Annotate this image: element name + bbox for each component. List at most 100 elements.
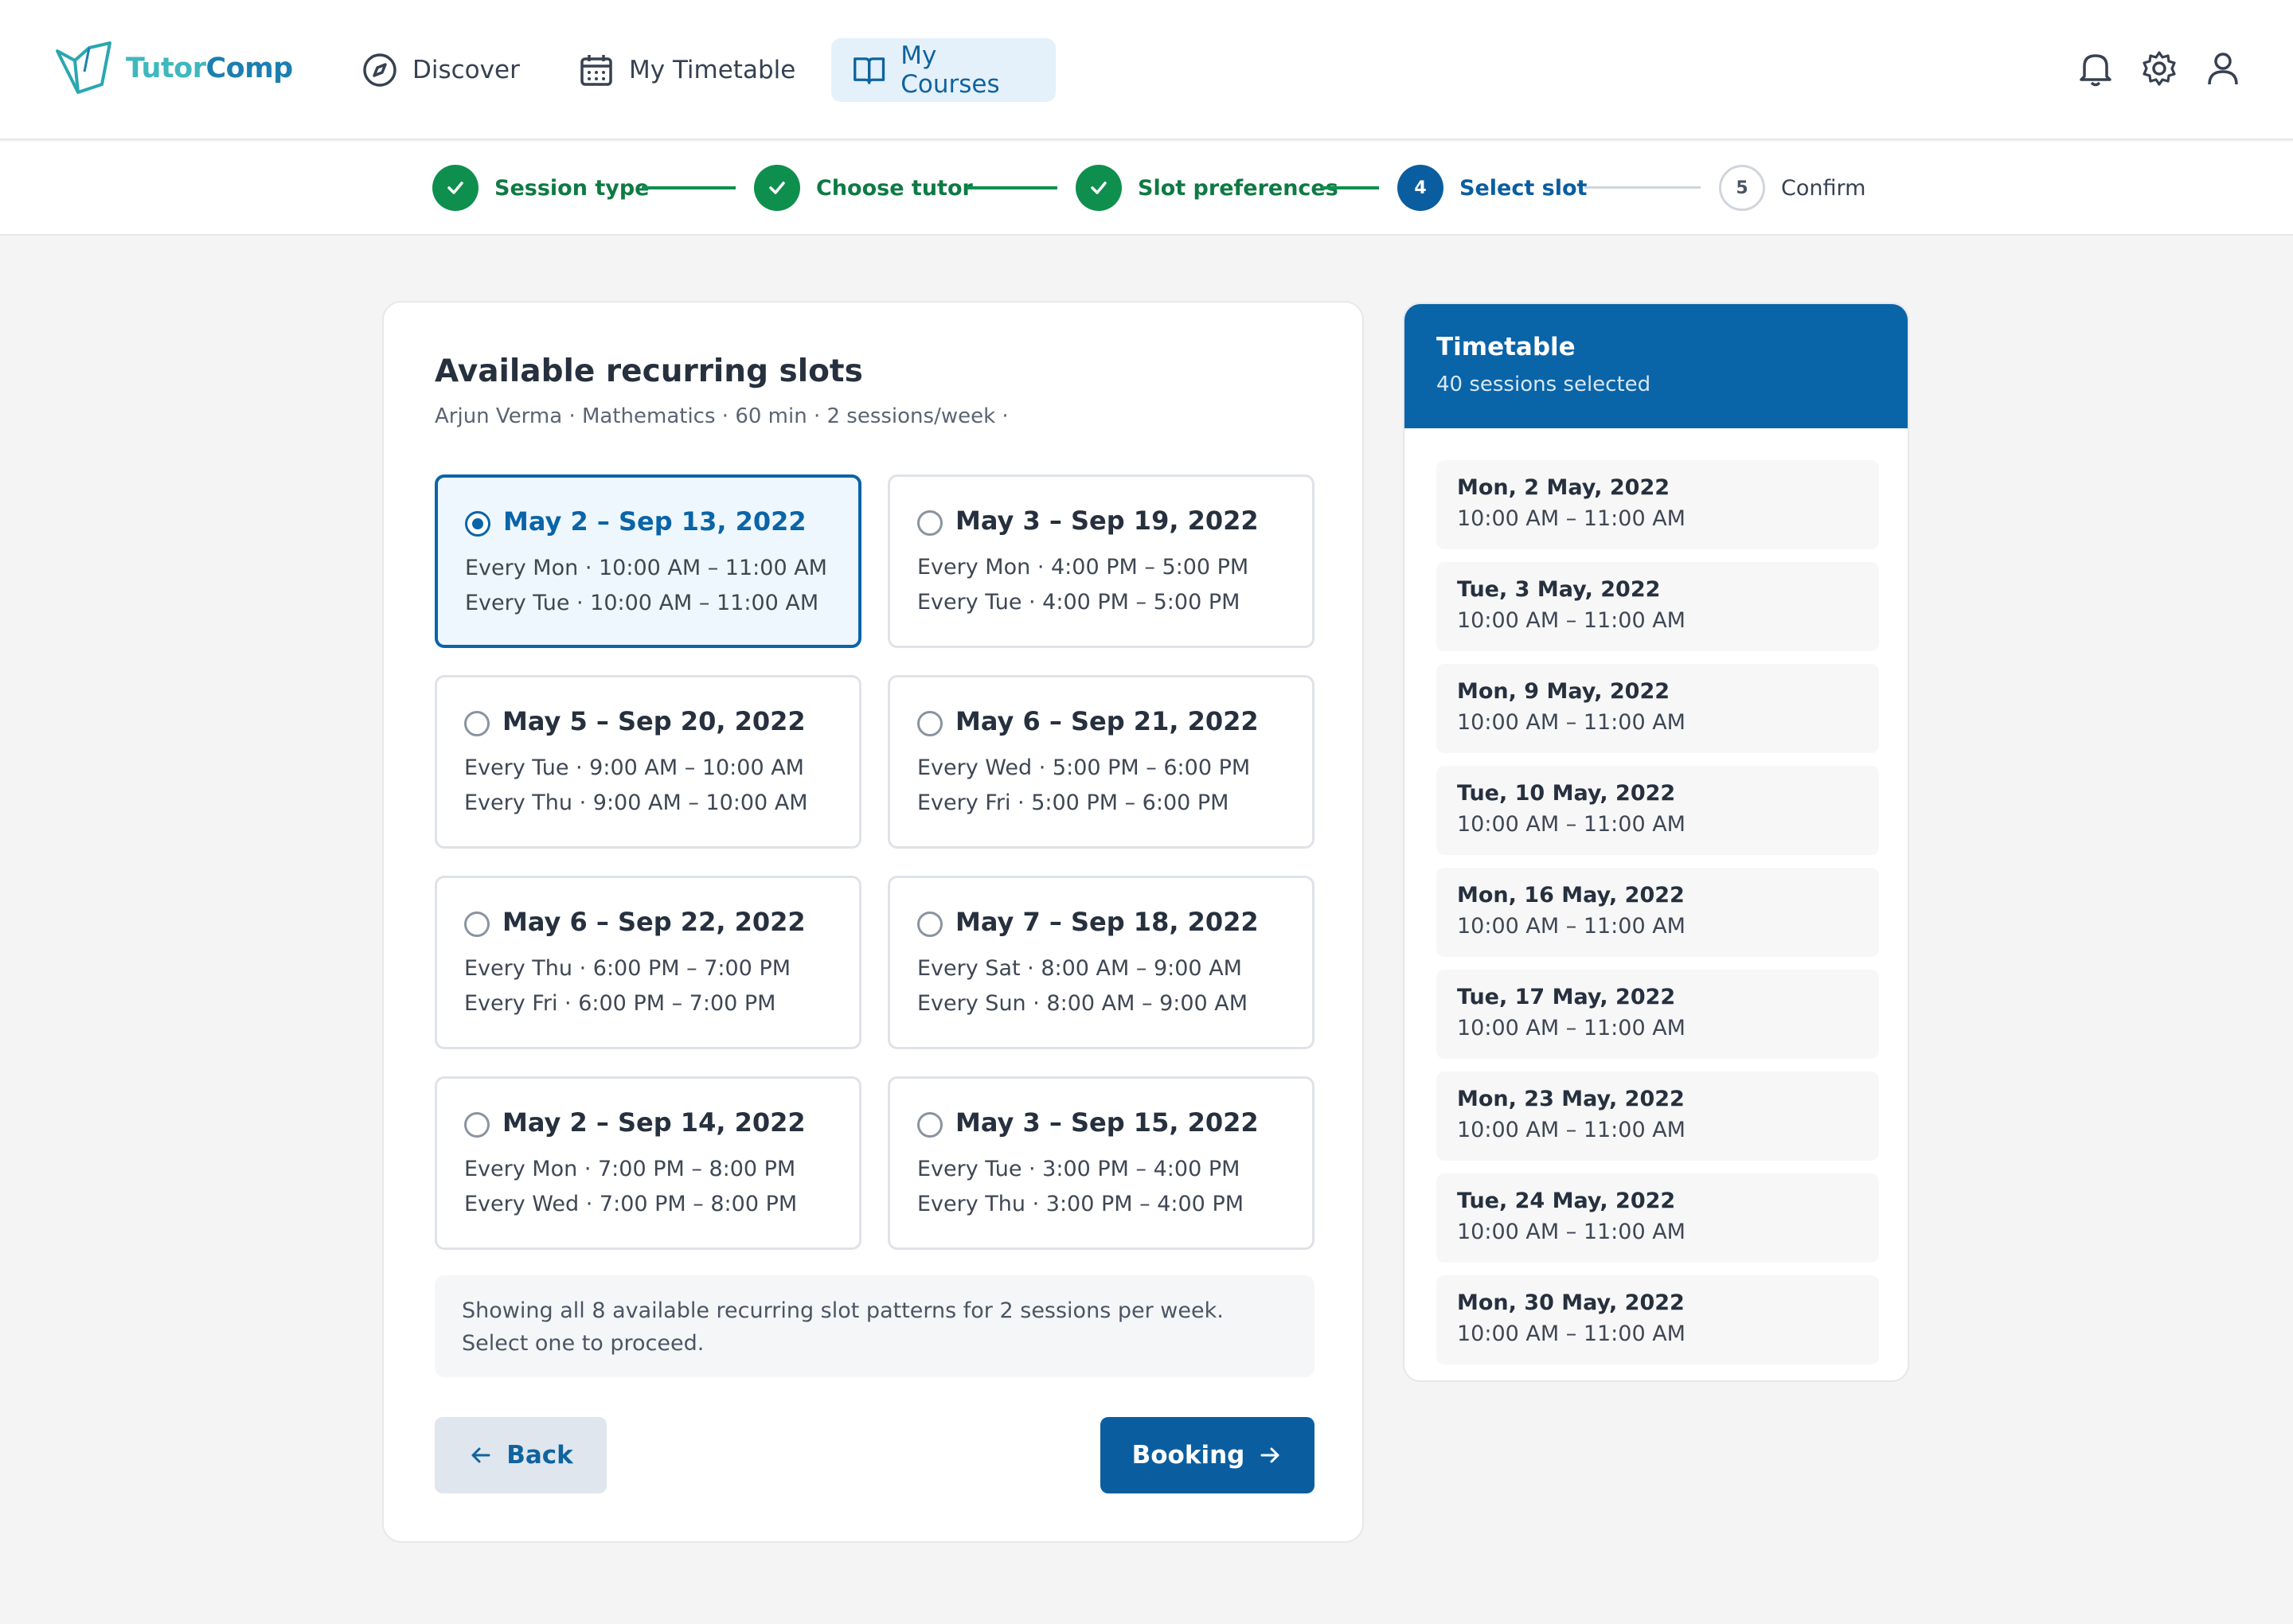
nav-my-timetable[interactable]: My Timetable [557,38,816,102]
calendar-icon [580,55,612,86]
session-time: 10:00 AM – 11:00 AM [1457,1118,1686,1142]
session-time: 10:00 AM – 11:00 AM [1457,1321,1686,1346]
back-button[interactable]: Back [435,1417,607,1493]
slot-schedule-line: Every Thu · 9:00 AM – 10:00 AM [464,791,808,815]
slot-schedule-line: Every Fri · 5:00 PM – 6:00 PM [917,791,1229,815]
booking-button[interactable]: Booking [1100,1417,1314,1493]
slot-radio[interactable] [917,912,943,937]
slot-date-range: May 6 – Sep 22, 2022 [502,907,806,937]
slot-option[interactable]: May 7 – Sep 18, 2022 Every Sat · 8:00 AM… [888,876,1314,1049]
timetable-panel: Timetable 40 sessions selected Mon, 2 Ma… [1403,303,1909,1382]
slot-radio[interactable] [464,912,490,937]
slot-radio[interactable] [464,711,490,736]
brand-name-part2: Comp [205,53,293,84]
slot-date-range: May 7 – Sep 18, 2022 [955,907,1259,937]
slot-option[interactable]: May 5 – Sep 20, 2022 Every Tue · 9:00 AM… [435,675,861,849]
back-button-label: Back [506,1441,573,1470]
nav-my-courses[interactable]: My Courses [831,38,1056,102]
slot-date-range: May 2 – Sep 14, 2022 [502,1107,806,1138]
slot-schedule-line: Every Fri · 6:00 PM – 7:00 PM [464,991,776,1016]
session-time: 10:00 AM – 11:00 AM [1457,1220,1686,1244]
timetable-header: Timetable 40 sessions selected [1404,304,1908,428]
user-icon[interactable] [2202,48,2244,89]
session-date: Mon, 23 May, 2022 [1457,1087,1685,1111]
slot-option[interactable]: May 3 – Sep 19, 2022 Every Mon · 4:00 PM… [888,474,1314,648]
sessions-selected-count: 40 sessions selected [1436,373,1651,396]
nav-my-courses-label: My Courses [900,41,1000,99]
page-title: Available recurring slots [435,353,863,389]
slot-schedule-line: Every Sun · 8:00 AM – 9:00 AM [917,991,1248,1016]
slot-schedule-line: Every Wed · 5:00 PM – 6:00 PM [917,755,1251,780]
slot-date-range: May 3 – Sep 15, 2022 [955,1107,1259,1138]
compass-icon [363,53,396,87]
brand-logo[interactable]: TutorComp [53,40,293,97]
session-time: 10:00 AM – 11:00 AM [1457,506,1686,531]
session-time: 10:00 AM – 11:00 AM [1457,914,1686,939]
top-navigation-bar: TutorComp Discover My Timetable My Cours… [0,0,2293,140]
slot-schedule-line: Every Tue · 3:00 PM – 4:00 PM [917,1157,1240,1181]
step-connector [1584,186,1701,189]
session-date: Tue, 10 May, 2022 [1457,781,1676,806]
timetable-session: Tue, 3 May, 2022 10:00 AM – 11:00 AM [1436,562,1879,651]
step-label: Session type [494,175,650,201]
timetable-title: Timetable [1436,333,1576,361]
timetable-session: Tue, 10 May, 2022 10:00 AM – 11:00 AM [1436,766,1879,855]
slot-schedule-line: Every Sat · 8:00 AM – 9:00 AM [917,956,1242,981]
slot-schedule-line: Every Tue · 9:00 AM – 10:00 AM [464,755,804,780]
nav-my-timetable-label: My Timetable [629,56,796,84]
step-label: Confirm [1781,175,1866,201]
slot-schedule-line: Every Wed · 7:00 PM – 8:00 PM [464,1192,798,1216]
slot-radio[interactable] [917,711,943,736]
booking-button-label: Booking [1131,1441,1245,1470]
step-choose-tutor[interactable]: Choose tutor [754,164,973,212]
timetable-session: Mon, 23 May, 2022 10:00 AM – 11:00 AM [1436,1072,1879,1161]
step-connector [967,186,1057,189]
brand-name: TutorComp [126,53,293,84]
step-confirm[interactable]: 5 Confirm [1719,164,1865,212]
timetable-session: Mon, 16 May, 2022 10:00 AM – 11:00 AM [1436,868,1879,957]
available-slots-card: Available recurring slots Arjun Verma · … [382,301,1364,1543]
book-logo-icon [56,41,111,94]
slot-schedule-line: Every Tue · 4:00 PM – 5:00 PM [917,590,1240,615]
arrow-left-icon [471,1447,490,1463]
booking-stepper: Session type Choose tutor Slot preferenc… [0,142,2293,236]
step-session-type[interactable]: Session type [432,164,649,212]
slot-option[interactable]: May 2 – Sep 13, 2022 Every Mon · 10:00 A… [435,474,861,648]
slot-radio[interactable] [464,1112,490,1138]
session-time: 10:00 AM – 11:00 AM [1457,1016,1686,1040]
session-date: Tue, 24 May, 2022 [1457,1189,1676,1213]
bell-icon[interactable] [2075,48,2116,89]
slot-option[interactable]: May 6 – Sep 21, 2022 Every Wed · 5:00 PM… [888,675,1314,849]
step-slot-preferences[interactable]: Slot preferences [1076,164,1338,212]
slot-option[interactable]: May 3 – Sep 15, 2022 Every Tue · 3:00 PM… [888,1076,1314,1250]
slot-radio[interactable] [465,511,490,537]
check-icon [769,182,785,194]
slot-radio[interactable] [917,510,943,536]
timetable-session: Mon, 30 May, 2022 10:00 AM – 11:00 AM [1436,1275,1879,1364]
slot-date-range: May 6 – Sep 21, 2022 [955,706,1259,736]
slot-schedule-line: Every Thu · 6:00 PM – 7:00 PM [464,956,791,981]
arrow-right-icon [1260,1447,1279,1463]
session-summary: Arjun Verma · Mathematics · 60 min · 2 s… [435,404,1009,428]
session-date: Mon, 30 May, 2022 [1457,1290,1685,1315]
slot-option[interactable]: May 6 – Sep 22, 2022 Every Thu · 6:00 PM… [435,876,861,1049]
slot-date-range: May 3 – Sep 19, 2022 [955,506,1259,536]
check-icon [447,182,463,194]
step-label: Choose tutor [816,175,973,201]
brand-name-part1: Tutor [126,53,206,84]
nav-discover[interactable]: Discover [341,38,541,102]
step-select-slot[interactable]: 4 Select slot [1397,164,1587,212]
step-complete-badge [754,165,800,211]
session-time: 10:00 AM – 11:00 AM [1457,608,1686,633]
session-date: Mon, 2 May, 2022 [1457,475,1670,500]
slot-radio[interactable] [917,1112,943,1138]
slot-schedule-line: Every Mon · 7:00 PM – 8:00 PM [464,1157,796,1181]
slot-date-range: May 5 – Sep 20, 2022 [502,706,806,736]
timetable-session: Tue, 17 May, 2022 10:00 AM – 11:00 AM [1436,970,1879,1059]
step-connector [642,186,736,189]
session-date: Tue, 3 May, 2022 [1457,577,1661,602]
step-complete-badge [432,165,479,211]
gear-icon[interactable] [2139,48,2180,89]
slot-option[interactable]: May 2 – Sep 14, 2022 Every Mon · 7:00 PM… [435,1076,861,1250]
nav-discover-label: Discover [412,56,520,84]
